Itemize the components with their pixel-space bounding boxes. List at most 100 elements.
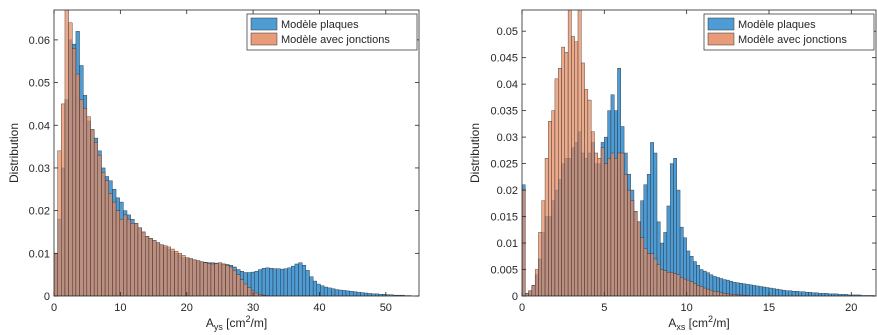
bar-jonctions <box>663 270 668 296</box>
bar-plaques <box>258 269 263 296</box>
bar-plaques <box>320 285 325 296</box>
bar-jonctions <box>590 131 595 296</box>
bar-jonctions <box>604 163 608 296</box>
x-tick-label: 0 <box>51 302 57 314</box>
bar-jonctions <box>719 292 724 296</box>
bar-jonctions <box>236 274 241 296</box>
bar-jonctions <box>653 258 658 296</box>
y-tick-label: 0.03 <box>29 163 50 175</box>
bar-jonctions <box>633 211 638 296</box>
bar-jonctions <box>623 173 628 296</box>
bar-plaques <box>745 284 750 296</box>
bar-jonctions <box>600 147 605 296</box>
bar-plaques <box>261 268 266 296</box>
bar-jonctions <box>531 285 536 296</box>
bar-jonctions <box>541 200 546 296</box>
bar-plaques <box>785 290 789 296</box>
bar-jonctions <box>699 286 704 296</box>
bar-jonctions <box>82 107 88 296</box>
bar-plaques <box>801 291 806 296</box>
bar-jonctions <box>650 253 654 296</box>
bar-jonctions <box>686 279 691 296</box>
bar-plaques <box>762 286 766 296</box>
bar-jonctions <box>86 116 91 296</box>
bar-plaques <box>302 265 307 296</box>
bar-plaques <box>729 280 733 296</box>
bar-jonctions <box>683 278 687 296</box>
bar-jonctions <box>188 258 193 296</box>
x-tick-label: 50 <box>380 302 392 314</box>
bar-jonctions <box>574 41 579 296</box>
bar-jonctions <box>196 260 201 296</box>
bar-jonctions <box>232 270 237 296</box>
x-tick-label: 10 <box>114 302 126 314</box>
x-tick-label: 40 <box>313 302 325 314</box>
bar-jonctions <box>93 142 99 296</box>
bar-jonctions <box>61 103 66 296</box>
bar-plaques <box>356 291 361 296</box>
x-axis-label-unit-end: /m] <box>251 316 268 330</box>
bar-jonctions <box>166 246 171 296</box>
bar-jonctions <box>79 99 84 296</box>
bar-jonctions <box>637 221 641 296</box>
bar-jonctions <box>693 283 697 296</box>
bar-jonctions <box>646 253 651 296</box>
y-tick-label: 0.06 <box>29 35 50 47</box>
bar-jonctions <box>112 201 117 296</box>
bar-jonctions <box>712 291 717 296</box>
y-tick-label: 0.03 <box>497 132 518 144</box>
bar-jonctions <box>145 236 150 296</box>
bar-plaques <box>752 285 757 296</box>
y-tick-label: 0.05 <box>29 78 50 90</box>
x-axis-label-unit: [cm <box>685 316 708 330</box>
x-tick-label: 15 <box>763 302 775 314</box>
bar-jonctions <box>90 129 95 296</box>
bar-jonctions <box>551 110 556 296</box>
bar-jonctions <box>97 154 102 296</box>
bar-jonctions <box>254 292 259 296</box>
bar-plaques <box>725 279 730 296</box>
bar-jonctions <box>104 180 109 296</box>
bar-jonctions <box>203 262 208 296</box>
bar-jonctions <box>571 36 575 296</box>
bar-jonctions <box>218 262 223 296</box>
y-tick-label: 0.05 <box>497 26 518 38</box>
x-axis-label-sub: ys <box>214 322 224 332</box>
bar-jonctions <box>584 89 589 296</box>
legend-swatch <box>250 17 278 31</box>
bar-plaques <box>808 292 812 296</box>
bar-plaques <box>805 292 809 296</box>
bar-plaques <box>749 284 753 296</box>
y-tick-label: 0 <box>512 291 518 303</box>
legend-entry-label: Modèle plaques <box>281 19 359 31</box>
bar-jonctions <box>181 255 186 296</box>
bar-jonctions <box>152 240 157 296</box>
bar-jonctions <box>709 289 714 296</box>
legend-swatch <box>707 32 735 46</box>
bar-jonctions <box>247 287 252 296</box>
bar-jonctions <box>170 248 175 296</box>
bars-group <box>54 10 412 296</box>
y-tick-label: 0.01 <box>29 248 50 260</box>
bar-jonctions <box>137 227 142 296</box>
legend: Modèle plaques Modèle avec jonctions <box>246 13 418 51</box>
bar-jonctions <box>610 152 615 296</box>
bar-jonctions <box>75 73 80 296</box>
bar-plaques <box>276 268 281 296</box>
bar-jonctions <box>64 10 69 296</box>
x-axis-label-sup: 2 <box>708 314 713 324</box>
bar-jonctions <box>239 279 244 296</box>
bar-plaques <box>316 283 321 296</box>
bar-plaques <box>814 292 819 296</box>
bar-jonctions <box>141 231 146 296</box>
bar-jonctions <box>207 263 212 296</box>
x-tick-label: 5 <box>601 302 607 314</box>
bar-plaques <box>772 288 776 296</box>
bar-jonctions <box>640 237 645 296</box>
bar-jonctions <box>548 121 552 296</box>
bar-jonctions <box>214 263 219 296</box>
bar-jonctions <box>54 253 58 296</box>
y-axis-label: Distribution <box>468 123 482 183</box>
bar-jonctions <box>538 232 542 296</box>
